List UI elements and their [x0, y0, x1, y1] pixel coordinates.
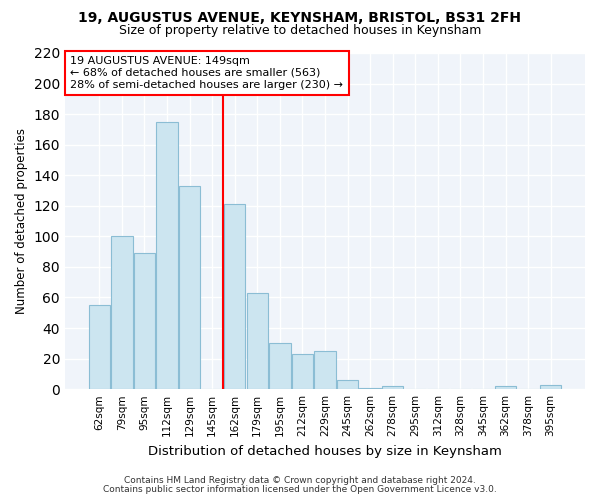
Bar [540, 384, 562, 389]
X-axis label: Distribution of detached houses by size in Keynsham: Distribution of detached houses by size … [148, 444, 502, 458]
Bar [89, 305, 110, 389]
Bar [156, 122, 178, 389]
Bar [134, 253, 155, 389]
Bar [269, 344, 290, 389]
Y-axis label: Number of detached properties: Number of detached properties [15, 128, 28, 314]
Text: 19, AUGUSTUS AVENUE, KEYNSHAM, BRISTOL, BS31 2FH: 19, AUGUSTUS AVENUE, KEYNSHAM, BRISTOL, … [79, 11, 521, 25]
Bar [382, 386, 403, 389]
Text: Size of property relative to detached houses in Keynsham: Size of property relative to detached ho… [119, 24, 481, 37]
Bar [224, 204, 245, 389]
Text: 19 AUGUSTUS AVENUE: 149sqm
← 68% of detached houses are smaller (563)
28% of sem: 19 AUGUSTUS AVENUE: 149sqm ← 68% of deta… [70, 56, 343, 90]
Text: Contains public sector information licensed under the Open Government Licence v3: Contains public sector information licen… [103, 485, 497, 494]
Bar [179, 186, 200, 389]
Bar [337, 380, 358, 389]
Bar [495, 386, 516, 389]
Bar [314, 351, 335, 389]
Bar [359, 388, 381, 389]
Bar [292, 354, 313, 389]
Text: Contains HM Land Registry data © Crown copyright and database right 2024.: Contains HM Land Registry data © Crown c… [124, 476, 476, 485]
Bar [111, 236, 133, 389]
Bar [247, 293, 268, 389]
